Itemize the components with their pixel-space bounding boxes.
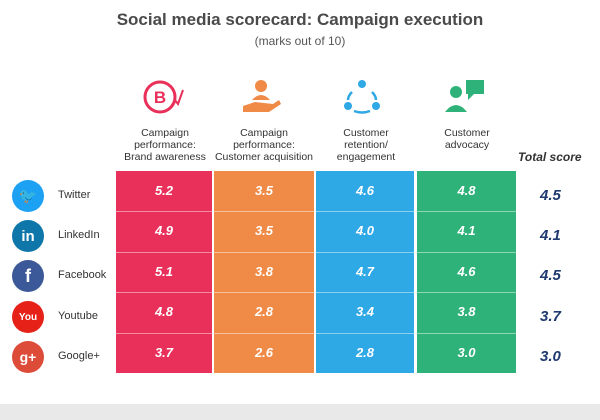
row-separator <box>116 332 212 334</box>
column-header-line: Customer <box>444 127 490 139</box>
row-separator <box>116 211 212 213</box>
row-separator <box>214 332 314 334</box>
column-header-line: Customer <box>343 127 389 139</box>
score-cell: 3.7 <box>154 344 174 360</box>
row-label-linkedin: LinkedIn <box>58 229 100 241</box>
row-label-twitter: Twitter <box>58 189 91 201</box>
google-plus-icon: g+ <box>12 341 44 373</box>
row-separator <box>417 251 516 253</box>
score-cell: 4.0 <box>355 223 375 239</box>
column-header-customer-advocacy: Customer advocacy <box>418 127 516 151</box>
row-separator <box>316 292 414 294</box>
row-label-google-plus: Google+ <box>58 350 100 362</box>
facebook-glyph: f <box>25 265 31 286</box>
google-plus-glyph: g+ <box>19 349 37 365</box>
row-separator <box>316 211 414 213</box>
score-cell: 4.7 <box>355 263 375 279</box>
total-score-google-plus: 3.0 <box>540 348 561 365</box>
column-header-line: retention/ <box>344 139 388 151</box>
score-cell: 3.0 <box>457 344 476 360</box>
row-label-facebook: Facebook <box>58 269 107 281</box>
bottom-edge <box>0 404 600 420</box>
svg-text:B: B <box>154 88 166 107</box>
column-header-line: Brand awareness <box>124 151 206 163</box>
chart-subtitle: (marks out of 10) <box>254 34 346 48</box>
score-cell: 3.8 <box>457 304 476 320</box>
score-cell: 4.6 <box>457 263 476 279</box>
row-separator <box>316 332 414 334</box>
brand-awareness-logo-icon: B <box>143 80 184 114</box>
score-cell: 3.8 <box>254 263 274 279</box>
column-header-line: performance: <box>134 139 196 151</box>
score-cell: 5.2 <box>154 183 174 198</box>
row-separator <box>214 251 314 253</box>
score-cell: 4.1 <box>457 223 476 239</box>
youtube-glyph: You <box>18 311 38 323</box>
score-cell: 4.8 <box>457 183 476 198</box>
column-header-line: Campaign <box>240 127 288 139</box>
twitter-glyph: 🐦 <box>18 188 38 205</box>
youtube-icon: You <box>12 301 44 333</box>
total-score-linkedin: 4.1 <box>540 227 561 244</box>
score-cell: 2.8 <box>355 344 375 360</box>
score-cell: 3.5 <box>254 223 274 239</box>
column-header-line: advocacy <box>444 139 490 151</box>
score-cell: 3.5 <box>254 183 274 198</box>
score-cell: 2.8 <box>254 304 274 320</box>
score-cell: 3.4 <box>355 304 375 320</box>
chart-title: Social media scorecard: Campaign executi… <box>116 10 484 29</box>
score-cell: 4.6 <box>355 183 375 198</box>
twitter-bird-icon: 🐦 <box>12 180 44 212</box>
row-separator <box>316 251 414 253</box>
hand-offering-person-icon <box>243 80 281 112</box>
row-separator <box>116 251 212 253</box>
row-separator <box>214 211 314 213</box>
person-speech-bubble-icon <box>445 80 484 112</box>
row-separator <box>417 211 516 213</box>
row-separator <box>214 292 314 294</box>
score-cell: 5.1 <box>154 263 174 279</box>
column-header-line: engagement <box>336 151 396 163</box>
facebook-icon: f <box>12 260 44 292</box>
score-cell: 4.8 <box>154 304 174 320</box>
row-label-youtube: Youtube <box>58 310 98 322</box>
score-column-customer-retention: 4.6 4.0 4.7 3.4 2.8 <box>316 171 414 373</box>
row-separator <box>116 292 212 294</box>
total-score-header: Total score <box>518 150 582 164</box>
total-score-facebook: 4.5 <box>540 267 561 284</box>
column-header-line: Customer acquisition <box>214 151 314 163</box>
column-header-brand-awareness: Campaign performance: Brand awareness <box>116 127 214 163</box>
column-header-customer-retention: Customer retention/ engagement <box>317 127 415 163</box>
linkedin-glyph: in <box>21 227 35 245</box>
score-column-brand-awareness: 5.2 4.9 5.1 4.8 3.7 <box>116 171 212 373</box>
linkedin-icon: in <box>12 220 44 252</box>
row-separator <box>417 332 516 334</box>
score-cell: 4.9 <box>154 223 174 239</box>
column-header-line: Campaign <box>141 127 189 139</box>
people-cycle-icon <box>344 80 380 114</box>
total-score-twitter: 4.5 <box>540 187 561 204</box>
score-column-customer-acquisition: 3.5 3.5 3.8 2.8 2.6 <box>214 171 314 373</box>
score-cell: 2.6 <box>254 344 274 360</box>
total-score-youtube: 3.7 <box>540 308 561 325</box>
score-column-customer-advocacy: 4.8 4.1 4.6 3.8 3.0 <box>417 171 516 373</box>
column-header-line: performance: <box>233 139 295 151</box>
column-header-customer-acquisition: Campaign performance: Customer acquisiti… <box>212 127 316 163</box>
row-separator <box>417 292 516 294</box>
